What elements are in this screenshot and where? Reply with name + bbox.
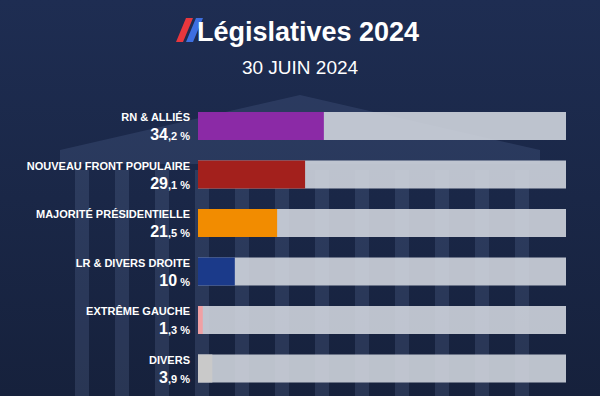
- value-label: 34,2 %: [150, 126, 190, 143]
- bar: [198, 355, 212, 383]
- chart-root: Législatives 2024 30 JUIN 2024 RN & ALLIÉS…: [0, 0, 600, 396]
- chart: Législatives 2024 30 JUIN 2024 RN & ALLIÉS…: [0, 0, 600, 396]
- subtitle: 30 JUIN 2024: [242, 57, 359, 78]
- bar-track: [198, 209, 566, 237]
- bar: [198, 306, 203, 334]
- logo-slash: [176, 18, 193, 42]
- bar-track: [198, 161, 566, 189]
- category-label: LR & DIVERS DROITE: [76, 257, 190, 269]
- category-label: NOUVEAU FRONT POPULAIRE: [27, 160, 190, 172]
- background: [0, 0, 600, 396]
- background-building: [60, 95, 540, 396]
- bar-track: [198, 306, 566, 334]
- bars: [198, 112, 324, 383]
- bar-track: [198, 112, 566, 140]
- value-label: 1,3 %: [159, 320, 190, 337]
- bar: [198, 258, 235, 286]
- category-label: DIVERS: [149, 354, 190, 366]
- bar-track: [198, 258, 566, 286]
- value-label: 3,9 %: [159, 369, 190, 386]
- title: Législatives 2024: [197, 17, 419, 47]
- bar: [198, 161, 305, 189]
- labels: RN & ALLIÉS 34,2 % NOUVEAU FRONT POPULAIRE…: [27, 111, 190, 386]
- tracks: [198, 112, 566, 383]
- title-group: Législatives 2024: [176, 17, 419, 47]
- bar: [198, 209, 277, 237]
- category-label: EXTRÊME GAUCHE: [86, 305, 190, 317]
- bar: [198, 112, 324, 140]
- value-label: 29,1 %: [150, 175, 190, 192]
- value-label: 10 %: [159, 272, 190, 289]
- category-label: MAJORITÉ PRÉSIDENTIELLE: [36, 208, 190, 220]
- value-label: 21,5 %: [150, 223, 190, 240]
- category-label: RN & ALLIÉS: [121, 111, 190, 123]
- bar-track: [198, 355, 566, 383]
